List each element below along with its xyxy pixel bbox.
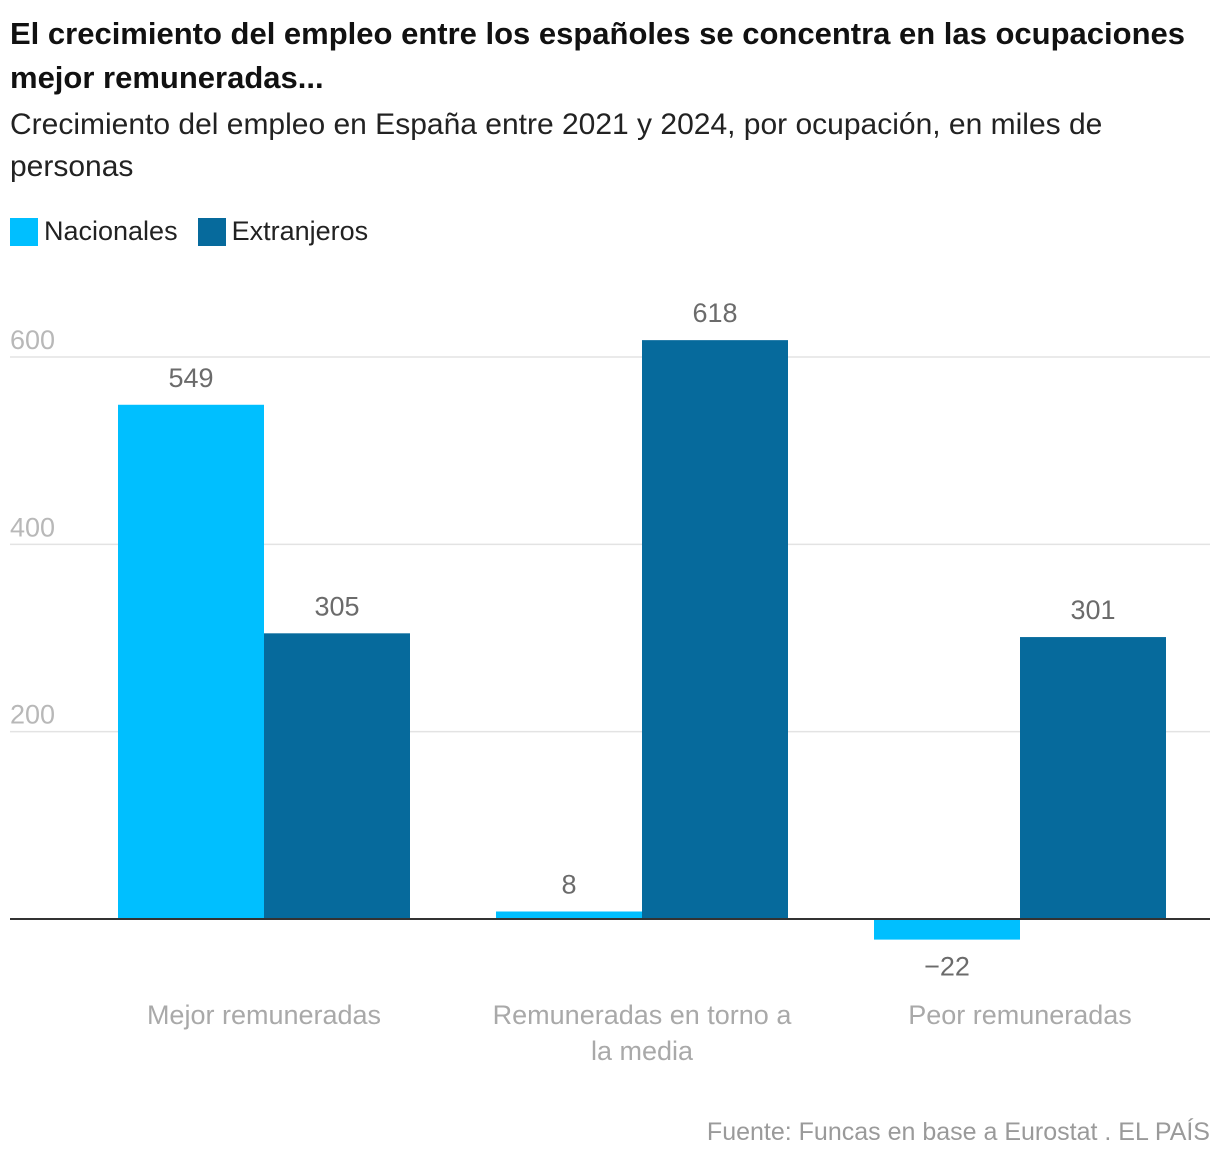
legend-label-nacionales: Nacionales [44, 216, 178, 246]
legend-swatch-extranjeros [197, 217, 226, 246]
bar-extranjeros-1 [642, 340, 788, 919]
bar-nacionales-0 [118, 404, 264, 919]
data-label-extranjeros-0: 305 [314, 591, 359, 621]
data-label-extranjeros-2: 301 [1070, 595, 1115, 625]
y-tick-label-600: 600 [10, 325, 55, 355]
x-category-label-1-1: la media [591, 1036, 694, 1066]
bar-chart: 200 400 600 549 8 −22 305 618 301 Mejor remunerad… [10, 298, 1210, 1066]
chart-title: El crecimiento del empleo entre los espa… [10, 16, 1185, 95]
bar-nacionales-2 [874, 919, 1020, 940]
y-tick-label-200: 200 [10, 700, 55, 730]
y-tick-label-400: 400 [10, 512, 55, 542]
data-label-extranjeros-1: 618 [692, 298, 737, 328]
x-category-label-0-0: Mejor remuneradas [147, 1000, 381, 1030]
chart-subtitle: Crecimiento del empleo en España entre 2… [10, 108, 1103, 183]
legend-item-nacionales: Nacionales [10, 216, 178, 247]
x-category-label-2-0: Peor remuneradas [908, 1000, 1132, 1030]
source-note: Fuente: Funcas en base a Eurostat . EL P… [706, 1118, 1210, 1146]
legend-label-extranjeros: Extranjeros [231, 216, 369, 246]
legend-swatch-nacionales [10, 217, 38, 246]
x-category-label-1-0: Remuneradas en torno a [493, 1000, 793, 1030]
data-label-nacionales-0: 549 [168, 363, 213, 393]
data-label-nacionales-1: 8 [561, 870, 576, 900]
bar-extranjeros-2 [1020, 637, 1166, 919]
legend: Nacionales Extranjeros [10, 216, 388, 247]
data-label-nacionales-2: −22 [924, 952, 970, 982]
bar-extranjeros-0 [264, 633, 410, 919]
bar-nacionales-1 [496, 911, 642, 919]
legend-item-extranjeros: Extranjeros [197, 216, 369, 247]
